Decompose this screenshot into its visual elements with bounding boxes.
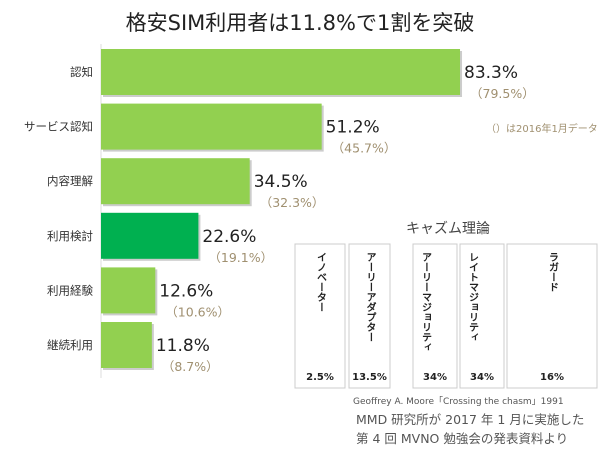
source-line-1: MMD 研究所が 2017 年 1 月に実施した — [356, 412, 584, 427]
segment-percent: 2.5% — [306, 372, 334, 383]
category-label: 利用経験 — [47, 283, 93, 297]
category-label: サービス認知 — [24, 120, 93, 134]
value-label: 22.6% — [202, 227, 256, 247]
category-label: 認知 — [70, 65, 93, 79]
value-label: 12.6% — [159, 281, 213, 301]
value-label: 34.5% — [254, 172, 308, 192]
bar — [101, 267, 156, 314]
category-label: 継続利用 — [47, 338, 93, 352]
prev-value-label: （19.1%） — [208, 250, 273, 265]
chasm-title: キャズム理論 — [406, 221, 490, 237]
bar — [101, 158, 250, 205]
segment-percent: 13.5% — [352, 372, 387, 383]
segment-percent: 34% — [423, 372, 447, 383]
segment-label: ラガード — [547, 252, 559, 292]
chasm-segment-box — [348, 243, 391, 389]
segment-label: アーリーアダプター — [364, 252, 376, 342]
value-label: 51.2% — [326, 118, 380, 138]
chasm-citation: Geoffrey A. Moore「Crossing the chasm」199… — [353, 396, 564, 407]
segment-label: レイトマジョリティ — [467, 252, 479, 342]
category-label: 利用検討 — [47, 229, 93, 243]
bar — [101, 103, 322, 150]
bar — [101, 49, 461, 95]
prev-value-label: （8.7%） — [162, 359, 219, 374]
segment-percent: 34% — [470, 372, 494, 383]
legend-note: （）は2016年1月データ — [486, 122, 598, 135]
source-line-2: 第 4 回 MVNO 勉強会の発表資料より — [356, 431, 568, 446]
chasm-segment-box — [459, 243, 505, 389]
category-label: 内容理解 — [47, 174, 93, 188]
chasm-segment-box — [294, 243, 346, 389]
chart-title: 格安SIM利用者は11.8%で1割を突破 — [126, 11, 475, 35]
prev-value-label: （79.5%） — [470, 86, 535, 101]
chasm-segment-box — [506, 243, 598, 389]
value-label: 11.8% — [156, 336, 210, 356]
value-label: 83.3% — [464, 63, 518, 83]
segment-label: イノベーター — [315, 252, 327, 312]
prev-value-label: （32.3%） — [260, 195, 325, 210]
prev-value-label: （45.7%） — [332, 141, 397, 156]
chasm-segment-box — [412, 243, 458, 389]
bar — [101, 212, 199, 259]
segment-label: アーリーマジョリティ — [420, 252, 432, 352]
prev-value-label: （10.6%） — [165, 304, 230, 319]
bar — [101, 322, 152, 368]
segment-percent: 16% — [540, 372, 564, 383]
